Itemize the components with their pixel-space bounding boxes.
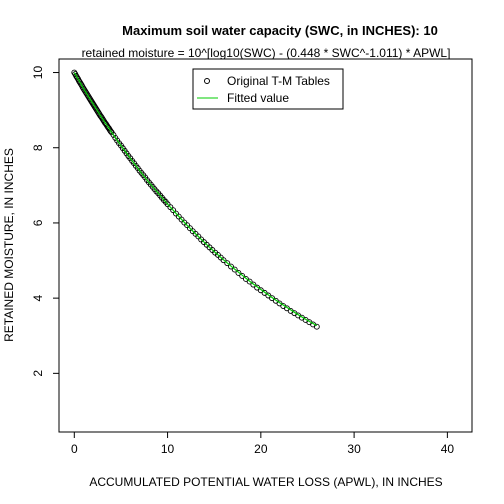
plot-frame	[58, 58, 473, 433]
data-point	[92, 105, 99, 112]
data-point	[94, 108, 101, 115]
data-point	[160, 197, 167, 203]
data-point	[95, 109, 102, 116]
data-point	[73, 72, 80, 79]
data-point	[99, 115, 106, 122]
legend-label-fitted: Fitted value	[227, 91, 289, 105]
x-tick-label: 20	[254, 442, 268, 456]
legend-box	[192, 68, 344, 110]
x-tick-label: 30	[347, 442, 361, 456]
data-point	[83, 90, 90, 97]
data-point	[103, 121, 109, 127]
y-tick-label: 4	[31, 294, 45, 301]
data-point	[81, 87, 88, 94]
x-tick-label: 0	[71, 442, 78, 456]
data-point	[110, 132, 117, 138]
data-point	[313, 323, 320, 330]
y-axis: 2 4 6 8 10	[31, 66, 60, 377]
data-point	[85, 93, 92, 100]
data-point	[84, 91, 91, 98]
chart-title: Maximum soil water capacity (SWC, in INC…	[122, 23, 438, 38]
data-point	[90, 100, 96, 107]
data-point	[105, 125, 112, 132]
fitted-line	[73, 72, 318, 327]
data-point	[100, 116, 107, 123]
x-tick-label: 40	[441, 442, 455, 456]
data-point	[90, 102, 97, 109]
data-point	[224, 260, 231, 267]
data-point	[93, 106, 100, 113]
y-tick-label: 6	[31, 219, 45, 226]
data-point	[239, 273, 246, 279]
data-point	[71, 69, 78, 76]
data-point	[235, 269, 242, 276]
data-point	[228, 263, 234, 270]
y-tick-label: 8	[31, 144, 45, 151]
x-axis-label: ACCUMULATED POTENTIAL WATER LOSS (APWL),…	[89, 475, 442, 489]
data-point	[107, 128, 114, 135]
y-tick-label: 2	[31, 370, 45, 377]
data-point	[86, 94, 93, 101]
data-point	[77, 80, 84, 87]
y-axis-label: RETAINED MOISTURE, IN INCHES	[2, 148, 16, 342]
legend-marker-points	[204, 78, 210, 84]
data-point	[220, 257, 227, 264]
data-point	[91, 103, 98, 110]
legend: Original T-M Tables Fitted value	[192, 68, 344, 110]
plot-area	[71, 69, 320, 330]
data-point	[231, 266, 238, 273]
chart-subtitle: retained moisture = 10^[log10(SWC) - (0.…	[82, 46, 451, 60]
x-tick-label: 10	[161, 442, 175, 456]
data-point	[76, 77, 82, 84]
data-point	[88, 97, 95, 104]
data-point	[74, 74, 81, 81]
data-point	[246, 278, 253, 285]
data-point	[153, 188, 160, 195]
data-point	[79, 84, 86, 91]
data-point	[82, 88, 89, 95]
data-point	[250, 281, 257, 288]
data-point	[76, 79, 83, 86]
legend-label-original: Original T-M Tables	[227, 74, 330, 88]
y-tick-label: 10	[31, 66, 45, 80]
data-point	[80, 85, 87, 92]
x-axis: 0 10 20 30 40	[71, 431, 455, 456]
data-point	[87, 96, 94, 103]
data-point	[89, 99, 95, 106]
data-point	[98, 113, 105, 120]
